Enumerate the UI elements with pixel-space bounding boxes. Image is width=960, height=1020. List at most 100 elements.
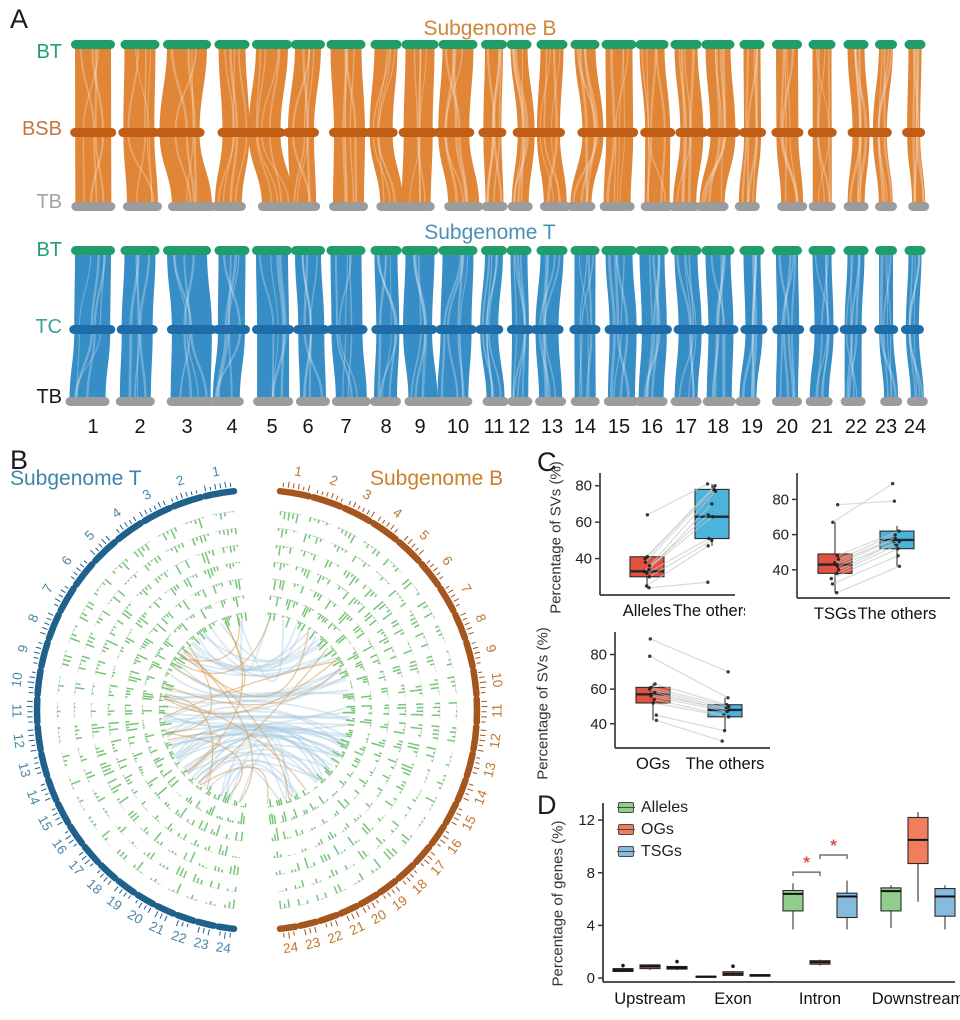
track-bar [182, 769, 188, 775]
box [836, 892, 858, 919]
synteny-ribbon [298, 331, 326, 401]
ideogram-tick [362, 508, 365, 513]
track-bar [377, 661, 381, 665]
synteny-link-blue [162, 711, 351, 719]
ideogram-tick [60, 589, 66, 594]
track-bar [165, 613, 170, 618]
track-bar [163, 571, 169, 578]
track-bar [338, 613, 349, 625]
track-bar [392, 622, 400, 628]
track-bar [332, 624, 335, 627]
track-bar [159, 841, 164, 846]
ribbon-streak [586, 331, 593, 400]
track-bar [423, 612, 433, 619]
track-bar [314, 806, 317, 810]
track-bar [362, 822, 371, 832]
track-bar [240, 613, 243, 619]
track-baseline [174, 813, 183, 819]
track-bar [159, 769, 164, 773]
track-baseline [366, 675, 370, 687]
track-bar [392, 564, 396, 568]
track-baseline [174, 762, 179, 769]
track-bar [285, 599, 289, 606]
ribbon-streak [828, 134, 831, 205]
track-bar [144, 543, 150, 551]
track-baseline [162, 634, 171, 644]
track-bar [100, 762, 107, 766]
ideogram-tick [456, 812, 462, 816]
track-bar [229, 546, 232, 553]
ribbon-streak [376, 134, 397, 205]
chromosome-bar-mid [809, 325, 839, 334]
ideogram-tick [453, 817, 459, 821]
ribbon-streak [619, 331, 629, 400]
outlier-point [621, 963, 625, 968]
synteny-link-blue [186, 753, 331, 774]
ideogram-tick [81, 855, 87, 861]
synteny-link-blue [186, 634, 315, 670]
ribbon-streak [136, 134, 146, 205]
ideogram-tick [430, 851, 436, 856]
left-chromosome-number: 16 [49, 836, 70, 857]
synteny-ribbon [574, 331, 596, 401]
track-bar [132, 815, 140, 822]
track-bar [151, 629, 153, 632]
track-bar [401, 599, 404, 602]
chromosome-bar-mid [154, 128, 205, 137]
ribbon-streak [723, 331, 726, 400]
y-tick-label: 0 [587, 970, 595, 987]
track-bar [362, 562, 367, 568]
track-bar [347, 533, 352, 539]
synteny-ribbon [218, 45, 250, 132]
ideogram-tick [335, 920, 339, 927]
ribbon-streak [715, 46, 721, 132]
left-ideogram [194, 918, 218, 929]
ideogram-tick [32, 671, 36, 674]
track-bar [134, 551, 140, 558]
track-bar [360, 695, 372, 698]
chromosome-cap-bottom [669, 202, 701, 211]
track-bar [175, 865, 182, 875]
ribbon-streak [857, 134, 868, 205]
ribbon-streak [578, 46, 588, 132]
track-bar [215, 797, 217, 800]
ribbon-streak [782, 331, 790, 400]
track-bar [317, 612, 320, 616]
track-bar [381, 690, 388, 693]
row-label-bsb: BSB [21, 118, 62, 140]
ribbon-streak [229, 46, 239, 132]
data-point [893, 536, 897, 540]
ribbon-streak [850, 252, 852, 329]
track-bar [377, 817, 382, 822]
track-baseline [142, 690, 144, 701]
track-bar [185, 797, 189, 801]
track-bar [159, 647, 164, 651]
chromosome-cap-top [120, 246, 160, 255]
synteny-ribbon [75, 45, 112, 132]
track-bar [401, 839, 407, 844]
ribbon-streak [619, 134, 626, 205]
track-bar [212, 622, 216, 626]
ribbon-streak [607, 252, 616, 329]
track-baseline [376, 653, 382, 666]
track-bar [179, 624, 183, 628]
track-bar [350, 573, 354, 578]
chromosome-cap-bottom [603, 397, 639, 406]
track-bar [211, 549, 215, 557]
track-baseline [410, 610, 420, 627]
ribbon-streak [129, 252, 140, 329]
pair-line [646, 545, 709, 587]
track-bar [376, 794, 380, 797]
track-bar [174, 656, 186, 665]
synteny-ribbon [170, 331, 212, 401]
track-bar [409, 664, 417, 668]
ribbon-streak [227, 252, 240, 329]
ideogram-tick [288, 932, 291, 939]
track-bar [301, 605, 308, 616]
track-bar [347, 697, 355, 700]
synteny-link-blue [169, 668, 343, 698]
track-bar [287, 512, 291, 521]
track-bar [125, 722, 139, 726]
ribbon-streak [857, 134, 861, 205]
track-bar [449, 731, 456, 734]
